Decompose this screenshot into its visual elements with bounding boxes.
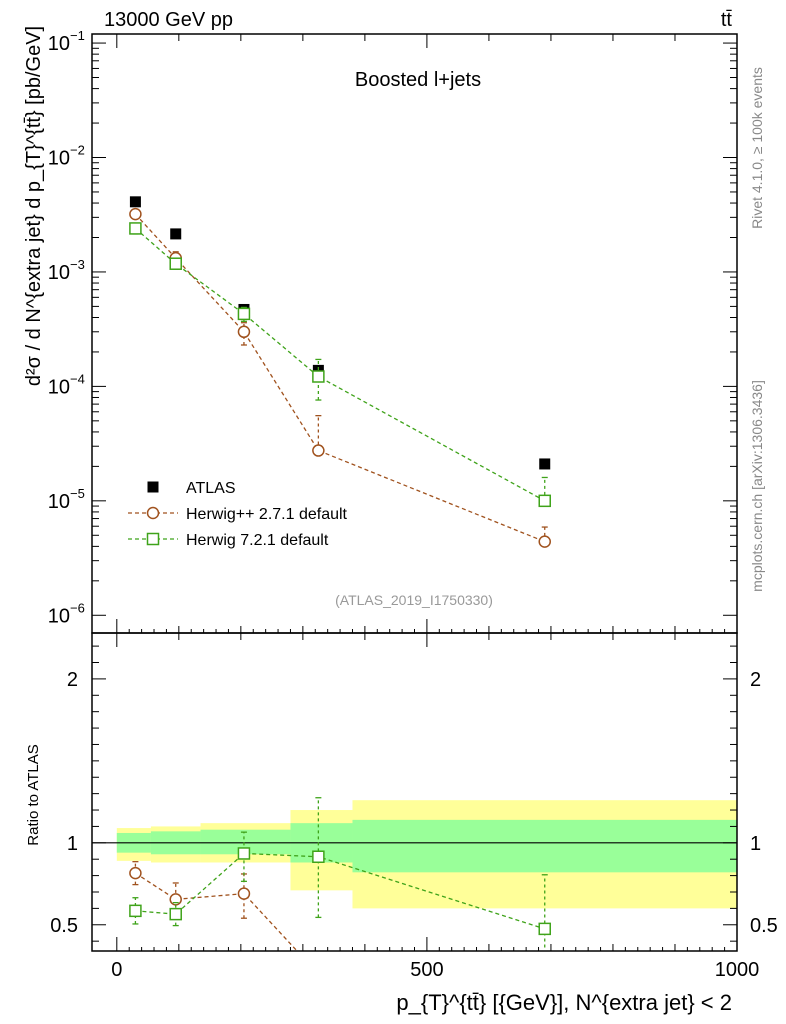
y-tick-label: 10	[48, 605, 70, 627]
svg-text:d²σ / d N^{extra jet} d p_{T}^: d²σ / d N^{extra jet} d p_{T}^{tt̄} [pb/…	[23, 26, 45, 386]
mcplots-label: mcplots.cern.ch [arXiv:1306.3436]	[749, 380, 765, 592]
ratio-herwig-2-7-1-default-point	[313, 968, 324, 979]
x-tick-label: 500	[410, 959, 443, 981]
analysis-id-label: (ATLAS_2019_I1750330)	[335, 592, 493, 608]
y-tick-exponent: −2	[70, 143, 85, 158]
ratio-y-tick-label: 1	[67, 833, 78, 855]
energy-label: 13000 GeV pp	[104, 9, 233, 31]
x-tick-label: 0	[111, 959, 122, 981]
ratio-y-tick-label-right: 0.5	[750, 915, 778, 937]
y-tick-label: 10	[48, 262, 70, 284]
ratio-y-tick-label-right: 1	[750, 833, 761, 855]
main-panel: 10−610−510−410−310−210−1 Boosted l+jets …	[48, 28, 738, 634]
main-herwig-2-7-1-default-line	[134, 213, 545, 543]
svg-text:Ratio to ATLAS: Ratio to ATLAS	[25, 744, 42, 845]
y-tick-label: 10	[48, 148, 70, 170]
ratio-herwig-7-2-1-default-point	[129, 904, 142, 918]
legend-marker	[147, 481, 159, 493]
main-herwig-2-7-1-default-point	[538, 535, 551, 548]
legend-label: Herwig++ 2.7.1 default	[186, 506, 348, 523]
uncertainty-band-inner	[352, 819, 737, 873]
main-herwig-7-2-1-default-point	[237, 307, 251, 321]
y-tick-exponent: −5	[70, 486, 85, 501]
y-tick-label: 10	[48, 33, 70, 55]
main-atlas-point	[129, 196, 141, 208]
legend-marker	[146, 506, 160, 520]
legend: ATLAS Herwig++ 2.7.1 default Herwig 7.2.1 …	[128, 480, 348, 549]
main-herwig-7-2-1-default-point	[312, 370, 325, 383]
legend-marker	[146, 532, 160, 546]
y-tick-exponent: −6	[70, 600, 85, 615]
ratio-y-axis-label: Ratio to ATLAS	[25, 744, 42, 845]
y-tick-label: 10	[48, 491, 70, 513]
y-tick-label: 10	[48, 376, 70, 398]
ratio-herwig-7-2-1-default-point	[237, 847, 251, 860]
ratio-panel: 0.5 0.5 1 1 2 2 0 500 1000	[50, 632, 778, 981]
main-atlas-point	[170, 228, 182, 240]
ratio-y-tick-label: 0.5	[50, 915, 78, 937]
main-herwig-2-7-1-default-point	[129, 207, 142, 221]
main-herwig-7-2-1-default-line	[134, 227, 546, 502]
ratio-herwig-2-7-1-default-point	[129, 866, 142, 880]
legend-label: ATLAS	[186, 480, 236, 497]
main-herwig-7-2-1-default-point	[538, 494, 551, 508]
x-tick-label: 1000	[715, 959, 760, 981]
main-herwig-2-7-1-default-point	[312, 444, 325, 457]
main-y-axis-label: d²σ / d N^{extra jet} d p_{T}^{tt̄} [pb/…	[23, 26, 45, 386]
ratio-herwig-2-7-1-default-point	[237, 887, 251, 900]
x-axis-label: p_{T}^{tt̄} [{GeV}], N^{extra jet} < 2	[396, 990, 732, 1015]
chart-title: Boosted l+jets	[355, 69, 481, 91]
ratio-herwig-2-7-1-default-line	[135, 872, 298, 951]
y-tick-exponent: −4	[70, 371, 85, 386]
ratio-herwig-7-2-1-default-point	[312, 850, 325, 863]
legend-label: Herwig 7.2.1 default	[186, 532, 329, 549]
process-label: tt̄	[721, 9, 733, 31]
ratio-herwig-7-2-1-default-point	[538, 922, 551, 936]
y-tick-exponent: −1	[70, 28, 85, 43]
ratio-y-tick-label: 2	[67, 669, 78, 691]
rivet-label: Rivet 4.1.0, ≥ 100k events	[749, 67, 765, 229]
main-atlas-point	[539, 458, 551, 470]
main-herwig-7-2-1-default-point	[129, 222, 142, 235]
y-tick-exponent: −3	[70, 257, 85, 272]
ratio-panel-frame	[91, 632, 738, 952]
ratio-y-tick-label-right: 2	[750, 669, 761, 691]
main-herwig-2-7-1-default-point	[237, 325, 251, 339]
main-herwig-7-2-1-default-point	[169, 257, 182, 270]
ratio-herwig-7-2-1-default-point	[169, 907, 182, 921]
